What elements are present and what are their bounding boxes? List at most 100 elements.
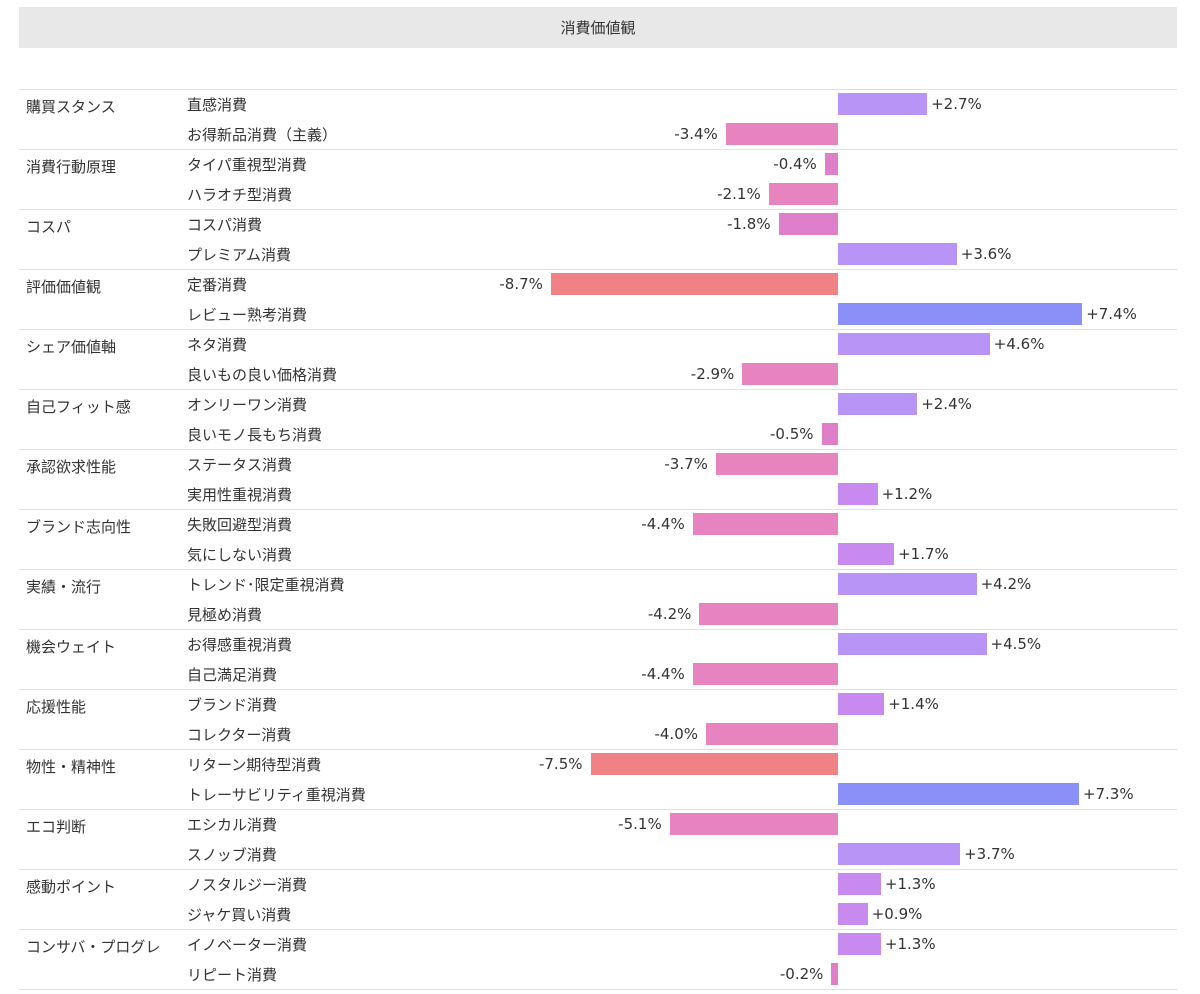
value-label: -7.5% bbox=[538, 755, 583, 773]
item-label: お得新品消費（主義） bbox=[187, 126, 338, 144]
group-label: 応援性能 bbox=[26, 698, 87, 716]
value-label: -0.4% bbox=[773, 155, 817, 173]
group-divider bbox=[19, 209, 1177, 210]
value-label: +1.4% bbox=[888, 695, 939, 713]
bar bbox=[821, 423, 838, 445]
value-label: +0.9% bbox=[871, 905, 923, 923]
group-label: 自己フィット感 bbox=[26, 398, 131, 416]
value-label: -2.9% bbox=[690, 365, 735, 383]
bar bbox=[838, 873, 881, 895]
value-label: +2.4% bbox=[921, 395, 972, 413]
bar bbox=[838, 543, 895, 565]
value-label: +7.4% bbox=[1086, 305, 1137, 323]
item-label: 見極め消費 bbox=[187, 606, 263, 624]
group-label: コスパ bbox=[26, 218, 72, 236]
group-label: コンサバ・プログレ bbox=[26, 938, 161, 956]
item-label: コレクター消費 bbox=[187, 726, 292, 744]
group-divider bbox=[19, 269, 1177, 270]
group-divider bbox=[19, 809, 1177, 810]
value-label: -5.1% bbox=[618, 815, 662, 833]
item-label: 良いもの良い価格消費 bbox=[187, 366, 338, 384]
item-label: コスパ消費 bbox=[187, 216, 263, 234]
group-divider bbox=[19, 929, 1177, 930]
item-label: トレーサビリティ重視消費 bbox=[187, 786, 366, 804]
item-label: 実用性重視消費 bbox=[187, 486, 293, 504]
group-divider bbox=[19, 329, 1177, 330]
bar bbox=[692, 513, 838, 535]
value-label: -0.5% bbox=[769, 425, 814, 443]
item-label: イノベーター消費 bbox=[187, 936, 308, 954]
bar bbox=[550, 273, 838, 295]
group-divider bbox=[19, 629, 1177, 630]
value-label: -3.4% bbox=[674, 125, 718, 143]
item-label: ネタ消費 bbox=[187, 336, 248, 354]
value-label: +4.6% bbox=[993, 335, 1045, 353]
bar bbox=[838, 843, 961, 865]
value-label: -4.0% bbox=[654, 725, 698, 743]
bar bbox=[715, 453, 838, 475]
bar bbox=[778, 213, 838, 235]
value-label: +1.3% bbox=[884, 935, 936, 953]
item-label: ノスタルジー消費 bbox=[187, 876, 308, 894]
bar bbox=[838, 333, 990, 355]
value-label: +7.3% bbox=[1082, 785, 1134, 803]
value-label: +4.2% bbox=[980, 575, 1032, 593]
bar bbox=[838, 483, 878, 505]
bar bbox=[742, 363, 838, 385]
bar bbox=[768, 183, 838, 205]
group-label: ブランド志向性 bbox=[26, 518, 132, 536]
bar bbox=[669, 813, 838, 835]
item-label: リピート消費 bbox=[187, 966, 278, 984]
value-label: +2.7% bbox=[931, 95, 982, 113]
value-label: -4.2% bbox=[647, 605, 692, 623]
item-label: プレミアム消費 bbox=[187, 246, 291, 264]
group-label: 機会ウェイト bbox=[26, 638, 117, 656]
item-label: タイパ重視型消費 bbox=[187, 156, 307, 174]
item-label: 定番消費 bbox=[187, 276, 248, 294]
bar bbox=[725, 123, 838, 145]
item-label: ジャケ買い消費 bbox=[187, 906, 292, 924]
item-label: ブランド消費 bbox=[187, 696, 278, 714]
value-label: +1.2% bbox=[881, 485, 933, 503]
group-divider bbox=[19, 989, 1177, 990]
bar bbox=[692, 663, 838, 685]
group-label: 消費行動原理 bbox=[26, 158, 117, 176]
group-label: 物性・精神性 bbox=[26, 758, 117, 776]
group-label: 承認欲求性能 bbox=[26, 458, 117, 476]
bar bbox=[838, 243, 957, 265]
item-label: 良いモノ長もち消費 bbox=[187, 426, 323, 444]
group-divider bbox=[19, 149, 1177, 150]
value-label: +3.7% bbox=[964, 845, 1015, 863]
group-divider bbox=[19, 389, 1177, 390]
group-divider bbox=[19, 449, 1177, 450]
value-label: -4.4% bbox=[641, 665, 685, 683]
group-label: 実績・流行 bbox=[26, 578, 102, 596]
item-label: リターン期待型消費 bbox=[187, 756, 322, 774]
item-label: ステータス消費 bbox=[187, 456, 293, 474]
item-label: 失敗回避型消費 bbox=[187, 516, 293, 534]
bar bbox=[590, 753, 838, 775]
group-divider bbox=[19, 689, 1177, 690]
bar bbox=[699, 603, 838, 625]
group-label: シェア価値軸 bbox=[26, 338, 117, 356]
item-label: エシカル消費 bbox=[187, 816, 278, 834]
bar bbox=[706, 723, 838, 745]
bar bbox=[838, 783, 1079, 805]
item-label: オンリーワン消費 bbox=[187, 396, 308, 414]
item-label: 自己満足消費 bbox=[187, 666, 278, 684]
bar bbox=[838, 93, 928, 115]
item-label: 気にしない消費 bbox=[187, 546, 293, 564]
item-label: スノッブ消費 bbox=[187, 846, 277, 864]
group-divider bbox=[19, 509, 1177, 510]
bar bbox=[831, 963, 838, 985]
value-label: -2.1% bbox=[717, 185, 761, 203]
bar bbox=[838, 693, 885, 715]
bar bbox=[838, 573, 977, 595]
item-label: お得感重視消費 bbox=[187, 636, 293, 654]
value-label: -8.7% bbox=[499, 275, 543, 293]
value-label: +1.7% bbox=[898, 545, 949, 563]
group-divider bbox=[19, 89, 1177, 90]
value-label: -4.4% bbox=[641, 515, 685, 533]
group-divider bbox=[19, 569, 1177, 570]
